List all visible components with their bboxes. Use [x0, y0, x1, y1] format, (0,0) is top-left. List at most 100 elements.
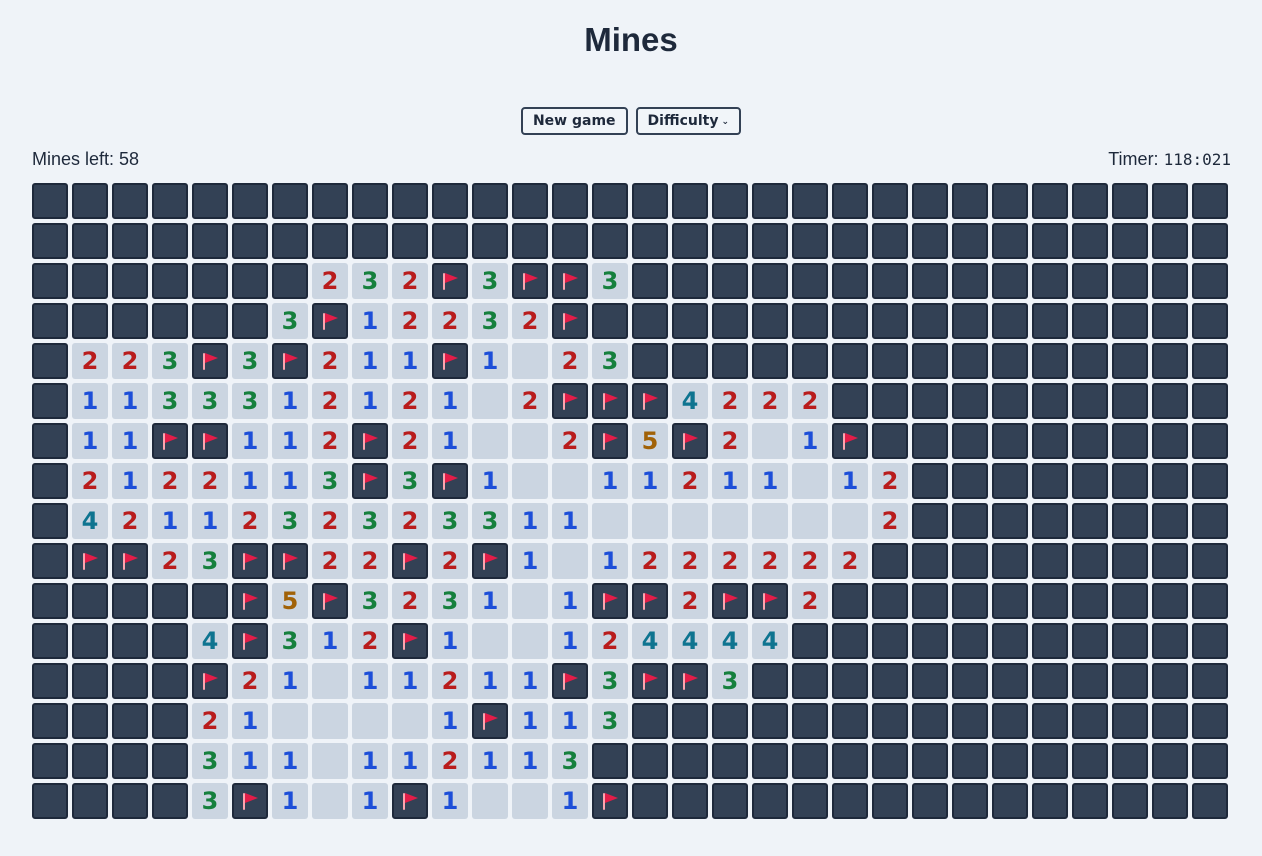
hidden-cell[interactable] [1112, 343, 1148, 379]
hidden-cell[interactable] [632, 223, 668, 259]
hidden-cell[interactable] [1112, 623, 1148, 659]
hidden-cell[interactable] [152, 623, 188, 659]
hidden-cell[interactable] [1072, 463, 1108, 499]
hidden-cell[interactable] [952, 183, 988, 219]
revealed-empty-cell[interactable] [752, 423, 788, 459]
hidden-cell[interactable] [752, 343, 788, 379]
hidden-cell[interactable] [752, 303, 788, 339]
flagged-cell[interactable] [352, 463, 388, 499]
hidden-cell[interactable] [752, 743, 788, 779]
hidden-cell[interactable] [72, 183, 108, 219]
revealed-number-cell[interactable]: 2 [552, 423, 588, 459]
revealed-empty-cell[interactable] [712, 503, 748, 539]
hidden-cell[interactable] [792, 223, 828, 259]
revealed-number-cell[interactable]: 1 [352, 743, 388, 779]
hidden-cell[interactable] [1192, 703, 1228, 739]
hidden-cell[interactable] [32, 663, 68, 699]
hidden-cell[interactable] [72, 783, 108, 819]
revealed-number-cell[interactable]: 1 [472, 463, 508, 499]
revealed-number-cell[interactable]: 1 [472, 583, 508, 619]
revealed-number-cell[interactable]: 2 [152, 543, 188, 579]
revealed-number-cell[interactable]: 2 [392, 503, 428, 539]
revealed-number-cell[interactable]: 2 [192, 463, 228, 499]
hidden-cell[interactable] [112, 223, 148, 259]
revealed-number-cell[interactable]: 1 [552, 583, 588, 619]
hidden-cell[interactable] [32, 183, 68, 219]
revealed-number-cell[interactable]: 2 [752, 543, 788, 579]
hidden-cell[interactable] [32, 463, 68, 499]
revealed-number-cell[interactable]: 4 [672, 383, 708, 419]
hidden-cell[interactable] [1032, 303, 1068, 339]
hidden-cell[interactable] [152, 583, 188, 619]
hidden-cell[interactable] [112, 663, 148, 699]
hidden-cell[interactable] [32, 503, 68, 539]
hidden-cell[interactable] [712, 183, 748, 219]
hidden-cell[interactable] [1112, 583, 1148, 619]
hidden-cell[interactable] [672, 263, 708, 299]
flagged-cell[interactable] [472, 543, 508, 579]
revealed-number-cell[interactable]: 2 [552, 343, 588, 379]
revealed-number-cell[interactable]: 1 [552, 503, 588, 539]
revealed-number-cell[interactable]: 1 [432, 423, 468, 459]
revealed-number-cell[interactable]: 2 [152, 463, 188, 499]
hidden-cell[interactable] [32, 223, 68, 259]
hidden-cell[interactable] [1192, 463, 1228, 499]
revealed-empty-cell[interactable] [352, 703, 388, 739]
hidden-cell[interactable] [832, 703, 868, 739]
hidden-cell[interactable] [1192, 223, 1228, 259]
hidden-cell[interactable] [912, 343, 948, 379]
flagged-cell[interactable] [192, 343, 228, 379]
revealed-number-cell[interactable]: 1 [72, 383, 108, 419]
hidden-cell[interactable] [1112, 183, 1148, 219]
hidden-cell[interactable] [832, 183, 868, 219]
hidden-cell[interactable] [112, 743, 148, 779]
hidden-cell[interactable] [872, 623, 908, 659]
hidden-cell[interactable] [752, 663, 788, 699]
hidden-cell[interactable] [992, 303, 1028, 339]
revealed-empty-cell[interactable] [512, 583, 548, 619]
flagged-cell[interactable] [472, 703, 508, 739]
hidden-cell[interactable] [632, 303, 668, 339]
hidden-cell[interactable] [632, 263, 668, 299]
revealed-empty-cell[interactable] [592, 503, 628, 539]
hidden-cell[interactable] [1112, 463, 1148, 499]
hidden-cell[interactable] [1072, 383, 1108, 419]
hidden-cell[interactable] [472, 223, 508, 259]
hidden-cell[interactable] [672, 743, 708, 779]
revealed-number-cell[interactable]: 1 [112, 423, 148, 459]
hidden-cell[interactable] [152, 223, 188, 259]
hidden-cell[interactable] [872, 263, 908, 299]
revealed-number-cell[interactable]: 1 [232, 423, 268, 459]
revealed-number-cell[interactable]: 1 [312, 623, 348, 659]
revealed-number-cell[interactable]: 1 [272, 743, 308, 779]
revealed-number-cell[interactable]: 1 [512, 703, 548, 739]
revealed-empty-cell[interactable] [272, 703, 308, 739]
flagged-cell[interactable] [672, 423, 708, 459]
flagged-cell[interactable] [272, 343, 308, 379]
revealed-number-cell[interactable]: 2 [712, 423, 748, 459]
hidden-cell[interactable] [792, 343, 828, 379]
revealed-number-cell[interactable]: 1 [72, 423, 108, 459]
hidden-cell[interactable] [1152, 183, 1188, 219]
hidden-cell[interactable] [632, 183, 668, 219]
hidden-cell[interactable] [792, 263, 828, 299]
hidden-cell[interactable] [952, 623, 988, 659]
hidden-cell[interactable] [712, 223, 748, 259]
hidden-cell[interactable] [72, 703, 108, 739]
hidden-cell[interactable] [272, 183, 308, 219]
hidden-cell[interactable] [1112, 383, 1148, 419]
revealed-empty-cell[interactable] [512, 783, 548, 819]
hidden-cell[interactable] [32, 303, 68, 339]
flagged-cell[interactable] [392, 623, 428, 659]
flagged-cell[interactable] [112, 543, 148, 579]
hidden-cell[interactable] [592, 183, 628, 219]
revealed-number-cell[interactable]: 1 [192, 503, 228, 539]
hidden-cell[interactable] [1152, 263, 1188, 299]
hidden-cell[interactable] [32, 783, 68, 819]
hidden-cell[interactable] [1192, 303, 1228, 339]
hidden-cell[interactable] [1032, 463, 1068, 499]
hidden-cell[interactable] [32, 383, 68, 419]
revealed-number-cell[interactable]: 4 [752, 623, 788, 659]
revealed-number-cell[interactable]: 1 [272, 423, 308, 459]
hidden-cell[interactable] [1112, 743, 1148, 779]
